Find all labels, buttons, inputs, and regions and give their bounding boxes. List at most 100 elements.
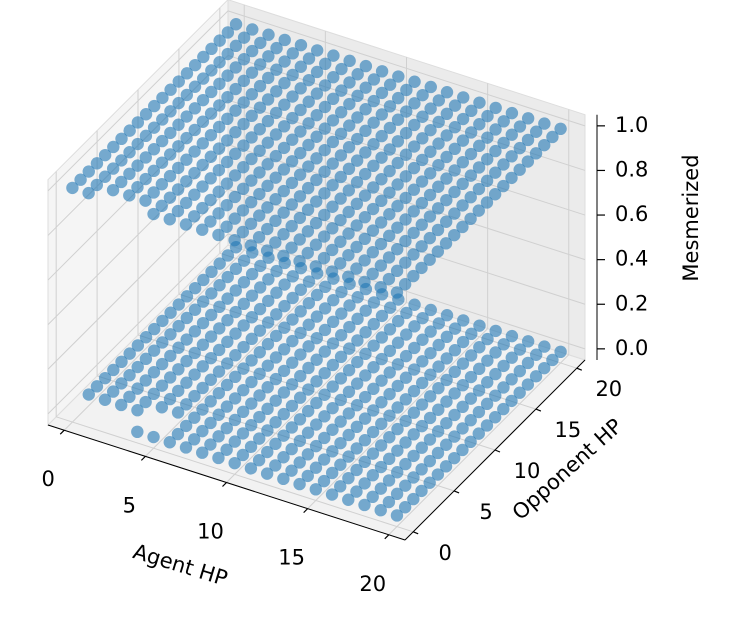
point [415, 463, 428, 476]
point [286, 356, 299, 369]
point [472, 384, 486, 397]
point [415, 196, 429, 210]
point [521, 133, 535, 147]
point [423, 476, 436, 489]
point [431, 425, 445, 438]
point [481, 153, 494, 166]
point [156, 113, 169, 126]
point [343, 342, 356, 355]
point [440, 395, 453, 408]
point [415, 175, 429, 188]
point [294, 103, 307, 117]
point [180, 376, 193, 389]
point [448, 164, 461, 177]
point [253, 389, 266, 402]
point [310, 195, 323, 208]
point [424, 102, 437, 115]
point [350, 154, 364, 167]
point [358, 390, 372, 404]
point [172, 140, 185, 153]
point [448, 142, 461, 156]
point [302, 117, 315, 130]
point [301, 225, 315, 238]
point [237, 297, 251, 311]
point [359, 326, 372, 339]
point [367, 159, 380, 173]
point [237, 96, 250, 109]
point [277, 120, 291, 133]
point [423, 454, 437, 468]
point [529, 147, 543, 160]
point [277, 228, 290, 241]
point [204, 172, 217, 185]
point [261, 136, 275, 149]
point [179, 218, 193, 231]
point [310, 65, 324, 79]
z-tick-label: 0.4 [615, 247, 648, 271]
point [415, 218, 428, 231]
point [188, 166, 201, 180]
point [325, 265, 339, 278]
point [318, 187, 331, 200]
point [115, 355, 128, 369]
point [212, 228, 225, 242]
point [180, 153, 193, 166]
point [269, 437, 282, 451]
point [164, 306, 177, 319]
z-tick-label: 0.6 [615, 202, 648, 226]
point [456, 199, 469, 212]
point [172, 298, 185, 311]
point [497, 338, 510, 351]
point [269, 236, 282, 249]
point [423, 411, 437, 425]
point [131, 137, 144, 151]
point [261, 402, 274, 416]
point [285, 442, 298, 456]
x-tick-label: 0 [42, 467, 55, 491]
point [302, 296, 316, 310]
point [407, 363, 421, 376]
tick-mark [535, 408, 542, 412]
point [456, 134, 470, 147]
point [301, 469, 314, 483]
point [334, 170, 347, 184]
point [325, 243, 339, 257]
point [188, 123, 201, 137]
point [171, 183, 185, 196]
point [456, 335, 470, 349]
point [204, 330, 218, 343]
point [237, 254, 251, 267]
point [236, 448, 250, 462]
point [399, 191, 412, 205]
point [423, 253, 436, 266]
point [318, 431, 331, 445]
point [164, 349, 177, 363]
point [204, 193, 217, 207]
point [220, 400, 234, 413]
point [237, 319, 250, 332]
point [350, 463, 363, 477]
point [367, 138, 380, 151]
point [399, 126, 413, 140]
point [464, 349, 478, 362]
point [440, 416, 453, 430]
point [334, 329, 348, 342]
point [261, 359, 275, 372]
point [374, 482, 388, 495]
point [261, 316, 275, 329]
point [408, 97, 421, 110]
point [244, 196, 258, 209]
point [228, 413, 242, 427]
point [400, 328, 413, 341]
point [139, 151, 152, 164]
point [131, 404, 144, 417]
point [399, 148, 413, 161]
point [212, 430, 225, 443]
point [317, 251, 331, 265]
point [350, 262, 363, 275]
point [432, 360, 445, 373]
point [196, 93, 210, 107]
point [220, 443, 233, 456]
point [245, 174, 258, 187]
point [156, 314, 169, 328]
